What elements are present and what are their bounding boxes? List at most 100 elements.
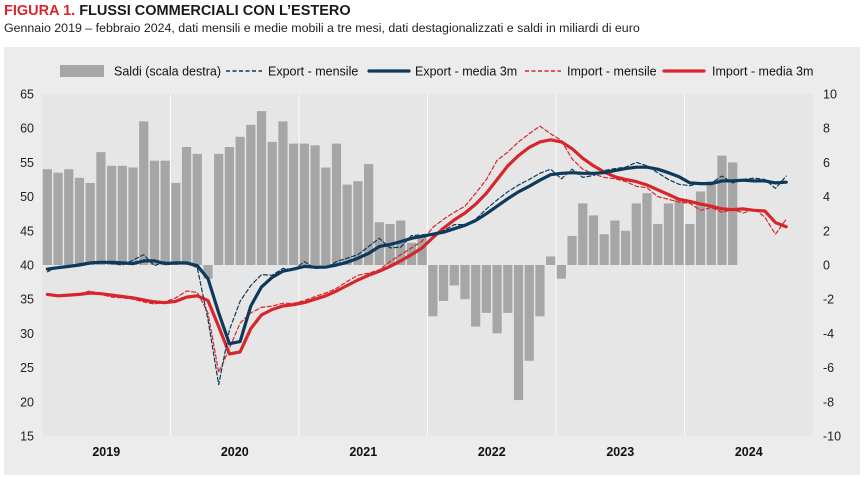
saldi-bar xyxy=(471,265,481,327)
y-right-tick-label: -4 xyxy=(823,327,834,341)
y-right-tick-label: 10 xyxy=(823,88,837,102)
saldi-bar xyxy=(42,169,52,265)
saldi-bar xyxy=(224,147,235,265)
saldi-bar xyxy=(546,256,556,265)
legend-label-export_m: Export - mensile xyxy=(268,65,358,79)
saldi-bar xyxy=(556,265,566,279)
saldi-bar xyxy=(85,182,95,265)
saldi-bar xyxy=(610,220,620,265)
saldi-bar xyxy=(235,136,245,265)
y-left-tick-label: 15 xyxy=(20,430,34,444)
saldi-bar xyxy=(620,230,631,265)
x-tick-label: 2020 xyxy=(221,445,249,459)
saldi-bar xyxy=(663,203,674,265)
saldi-bar xyxy=(438,265,449,301)
figure-label: FIGURA 1. xyxy=(4,3,76,19)
legend-label-export_3m: Export - media 3m xyxy=(415,65,517,79)
saldi-bar xyxy=(310,145,320,265)
y-left-tick-label: 40 xyxy=(20,259,34,273)
x-tick-label: 2021 xyxy=(349,445,377,459)
saldi-bar xyxy=(74,177,85,265)
y-left-tick-label: 30 xyxy=(20,327,34,341)
y-left-tick-label: 65 xyxy=(20,88,34,102)
saldi-bar xyxy=(685,223,695,265)
saldi-bar xyxy=(653,223,663,265)
title-text: FLUSSI COMMERCIALI CON L’ESTERO xyxy=(79,3,351,19)
x-tick-label: 2024 xyxy=(735,445,763,459)
y-right-tick-label: -8 xyxy=(823,395,834,409)
chart-svg: 15 20 25 30 35 40 45 50 55 60 65 -10 -8 -6 -4 -2 0 2 4 6 8 10… xyxy=(4,47,860,475)
legend-swatch-saldi xyxy=(60,65,104,77)
saldi-bar xyxy=(278,121,288,265)
saldi-bar xyxy=(256,111,267,265)
import-3m-line xyxy=(45,138,788,356)
import-monthly-line xyxy=(46,125,787,373)
saldi-bar xyxy=(374,222,384,265)
saldi-bar xyxy=(139,121,149,265)
saldi-bar xyxy=(588,215,599,265)
saldi-bar xyxy=(203,265,213,279)
saldi-bar xyxy=(599,234,609,265)
saldi-bar xyxy=(192,153,202,265)
chart-header: FIGURA 1. FLUSSI COMMERCIALI CON L’ESTER… xyxy=(4,2,859,36)
y-left-tick-label: 20 xyxy=(20,395,34,409)
saldi-bar xyxy=(417,237,427,265)
y-right-tick-label: -6 xyxy=(823,361,834,375)
saldi-bar xyxy=(117,165,127,265)
saldi-bar xyxy=(64,169,74,265)
y-left-tick-label: 45 xyxy=(20,224,34,238)
saldi-bar xyxy=(214,153,224,265)
saldi-bar xyxy=(53,172,63,265)
saldi-bar xyxy=(460,265,470,300)
saldi-bar xyxy=(128,167,138,265)
saldi-bar xyxy=(728,162,738,265)
saldi-bar xyxy=(342,184,352,265)
saldi-bar xyxy=(267,141,277,265)
saldi-bar xyxy=(96,152,106,265)
saldi-bar xyxy=(492,265,502,334)
saldi-bar xyxy=(503,265,513,313)
export-monthly-line xyxy=(46,161,787,386)
saldi-bar xyxy=(321,167,331,265)
y-right-tick-label: -10 xyxy=(823,430,841,444)
chart-title: FIGURA 1. FLUSSI COMMERCIALI CON L’ESTER… xyxy=(4,2,859,20)
saldi-bar xyxy=(674,198,684,265)
y-right-tick-label: 0 xyxy=(823,259,830,273)
saldi-bar xyxy=(299,143,309,265)
y-right-tick-label: -2 xyxy=(823,293,834,307)
chart-legend: Saldi (scala destra) Export - mensile Expo… xyxy=(60,65,813,79)
saldi-bar xyxy=(428,265,438,317)
saldi-bar xyxy=(449,265,459,286)
x-tick-label: 2019 xyxy=(92,445,120,459)
saldi-bar xyxy=(331,143,342,265)
saldi-bar xyxy=(181,147,192,265)
chart-container: 15 20 25 30 35 40 45 50 55 60 65 -10 -8 -6 -4 -2 0 2 4 6 8 10… xyxy=(4,47,860,480)
saldi-bar xyxy=(535,265,545,317)
saldi-bar xyxy=(567,235,577,265)
y-left-tick-label: 35 xyxy=(20,293,34,307)
y-right-tick-label: 8 xyxy=(823,122,830,136)
y-left-tick-label: 55 xyxy=(20,156,34,170)
saldi-bar xyxy=(246,124,256,265)
saldi-bar xyxy=(631,203,641,265)
y-left-tick-label: 25 xyxy=(20,361,34,375)
saldi-bar xyxy=(363,164,374,265)
saldi-bar xyxy=(106,165,117,265)
legend-label-saldi: Saldi (scala destra) xyxy=(114,65,221,79)
saldi-bar xyxy=(706,181,716,265)
y-right-tick-label: 6 xyxy=(823,156,830,170)
saldi-bar xyxy=(642,193,652,265)
saldi-bar xyxy=(149,160,160,265)
saldi-bar xyxy=(353,181,363,265)
x-tick-label: 2023 xyxy=(606,445,634,459)
saldi-bar xyxy=(171,182,181,265)
legend-label-import_3m: Import - media 3m xyxy=(712,65,813,79)
y-left-tick-label: 60 xyxy=(20,122,34,136)
y-left-tick-label: 50 xyxy=(20,190,34,204)
y-right-tick-label: 2 xyxy=(823,224,830,238)
saldi-bar xyxy=(160,160,170,265)
y-right-tick-label: 4 xyxy=(823,190,830,204)
legend-label-import_m: Import - mensile xyxy=(567,65,657,79)
saldi-bar xyxy=(578,203,588,265)
saldi-bar xyxy=(513,265,524,401)
